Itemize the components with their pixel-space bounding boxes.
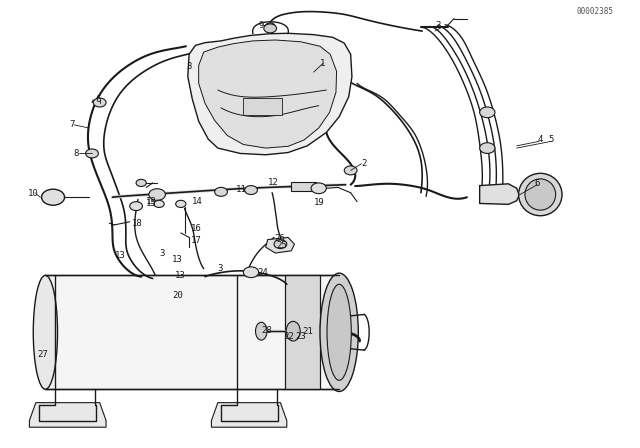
- Text: 10: 10: [28, 189, 38, 198]
- Text: 13: 13: [115, 251, 125, 260]
- Circle shape: [42, 189, 65, 205]
- Circle shape: [149, 189, 166, 200]
- Ellipse shape: [518, 173, 562, 216]
- Text: 15: 15: [147, 199, 157, 208]
- Circle shape: [93, 98, 106, 107]
- Text: 25: 25: [276, 241, 287, 250]
- Text: 21: 21: [302, 327, 313, 336]
- Text: 19: 19: [314, 198, 324, 207]
- Text: 14: 14: [192, 197, 203, 206]
- Circle shape: [274, 240, 287, 249]
- Circle shape: [243, 267, 259, 278]
- Circle shape: [264, 24, 276, 33]
- Text: 6: 6: [534, 179, 540, 188]
- Circle shape: [214, 187, 227, 196]
- Circle shape: [244, 185, 257, 194]
- Circle shape: [479, 107, 495, 118]
- Polygon shape: [479, 184, 519, 204]
- Polygon shape: [211, 403, 287, 427]
- Text: 12: 12: [268, 178, 278, 187]
- Text: 3: 3: [159, 249, 164, 258]
- Circle shape: [154, 200, 164, 207]
- Text: 20: 20: [172, 291, 182, 300]
- Ellipse shape: [255, 322, 267, 340]
- Text: 13: 13: [172, 255, 182, 264]
- Text: 8: 8: [74, 149, 79, 158]
- Text: 13: 13: [147, 197, 157, 206]
- Bar: [291, 181, 316, 191]
- Text: 00002385: 00002385: [577, 7, 614, 16]
- Text: 1: 1: [320, 59, 325, 68]
- Text: 22: 22: [283, 332, 294, 341]
- Text: 3: 3: [218, 264, 223, 273]
- Ellipse shape: [33, 276, 58, 389]
- Bar: [243, 98, 282, 115]
- Text: 3: 3: [435, 21, 440, 30]
- Text: 6: 6: [95, 95, 100, 104]
- Text: 2: 2: [362, 159, 367, 168]
- Circle shape: [130, 202, 143, 211]
- Polygon shape: [188, 33, 352, 155]
- Text: 23: 23: [296, 332, 307, 341]
- Circle shape: [311, 183, 326, 194]
- Ellipse shape: [286, 321, 300, 341]
- Circle shape: [479, 143, 495, 153]
- Bar: [45, 276, 339, 389]
- Circle shape: [136, 179, 147, 186]
- Text: 17: 17: [191, 237, 202, 246]
- Polygon shape: [198, 40, 337, 148]
- Text: 3: 3: [186, 62, 191, 71]
- Text: 16: 16: [191, 224, 202, 233]
- Polygon shape: [266, 237, 294, 253]
- Ellipse shape: [525, 179, 556, 210]
- Text: 26: 26: [274, 234, 285, 243]
- Ellipse shape: [327, 284, 351, 380]
- Ellipse shape: [320, 273, 358, 392]
- Text: 27: 27: [38, 350, 49, 359]
- Bar: [285, 276, 320, 389]
- Text: 11: 11: [236, 185, 246, 194]
- Circle shape: [175, 200, 186, 207]
- Text: 24: 24: [257, 268, 268, 277]
- Text: 18: 18: [132, 219, 142, 228]
- Circle shape: [265, 23, 275, 30]
- Circle shape: [344, 166, 357, 175]
- Text: 5: 5: [548, 135, 554, 144]
- Circle shape: [86, 149, 99, 158]
- Polygon shape: [29, 403, 106, 427]
- Text: 28: 28: [261, 326, 272, 335]
- Text: 13: 13: [174, 271, 185, 280]
- Text: 7: 7: [70, 121, 75, 129]
- Text: 4: 4: [537, 135, 543, 144]
- Text: 9: 9: [259, 21, 264, 30]
